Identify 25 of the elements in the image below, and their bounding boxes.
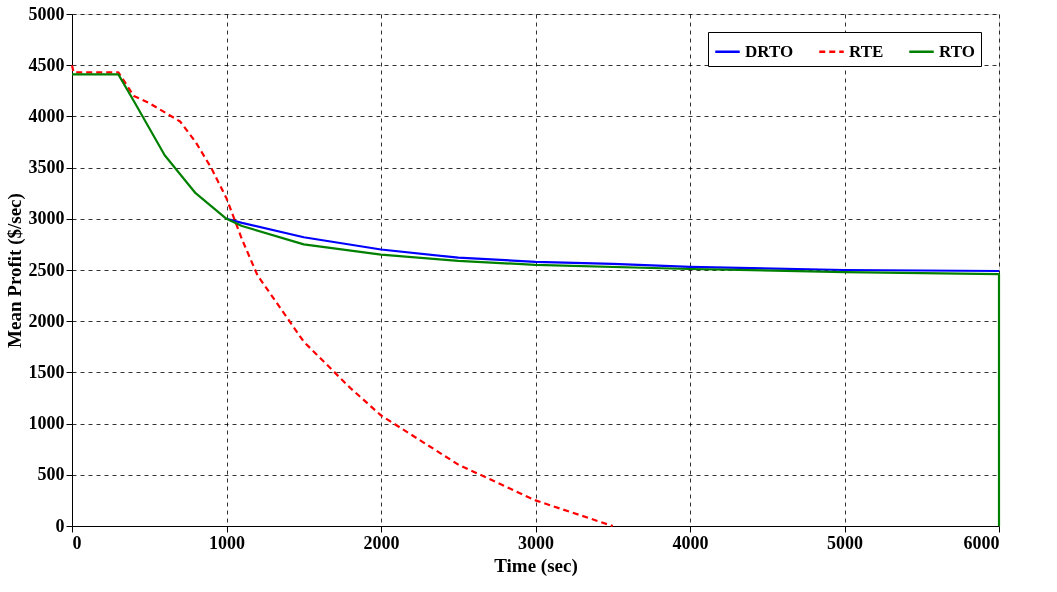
x-tick-label: 0 [72,532,82,553]
x-axis-title: Time (sec) [494,554,578,577]
y-tick-label: 5000 [28,3,65,24]
y-tick-label: 4000 [28,105,65,126]
y-tick-label: 0 [55,515,65,536]
y-tick-label: 2500 [28,259,65,280]
x-tick-label: 5000 [827,532,863,553]
x-tick-label: 1000 [209,532,245,553]
x-tick-label: 6000 [963,532,1000,553]
line-series [70,64,614,528]
y-tick-label: 4500 [28,54,65,75]
y-tick-label: 500 [37,464,65,485]
y-tick-label: 1500 [28,361,65,382]
y-axis-title: Mean Profit ($/sec) [3,193,26,348]
y-tick-label: 1000 [28,413,65,434]
legend-label: RTO [939,41,975,61]
legend-label: DRTO [745,41,794,61]
x-tick-label: 3000 [518,532,554,553]
y-tick-label: 2000 [28,310,65,331]
x-tick-label: 4000 [672,532,709,553]
line-series [225,217,1001,273]
x-tick-label: 2000 [363,532,400,553]
y-tick-label: 3000 [28,208,65,229]
y-tick-label: 3500 [28,157,65,178]
legend-label: RTE [849,41,884,61]
